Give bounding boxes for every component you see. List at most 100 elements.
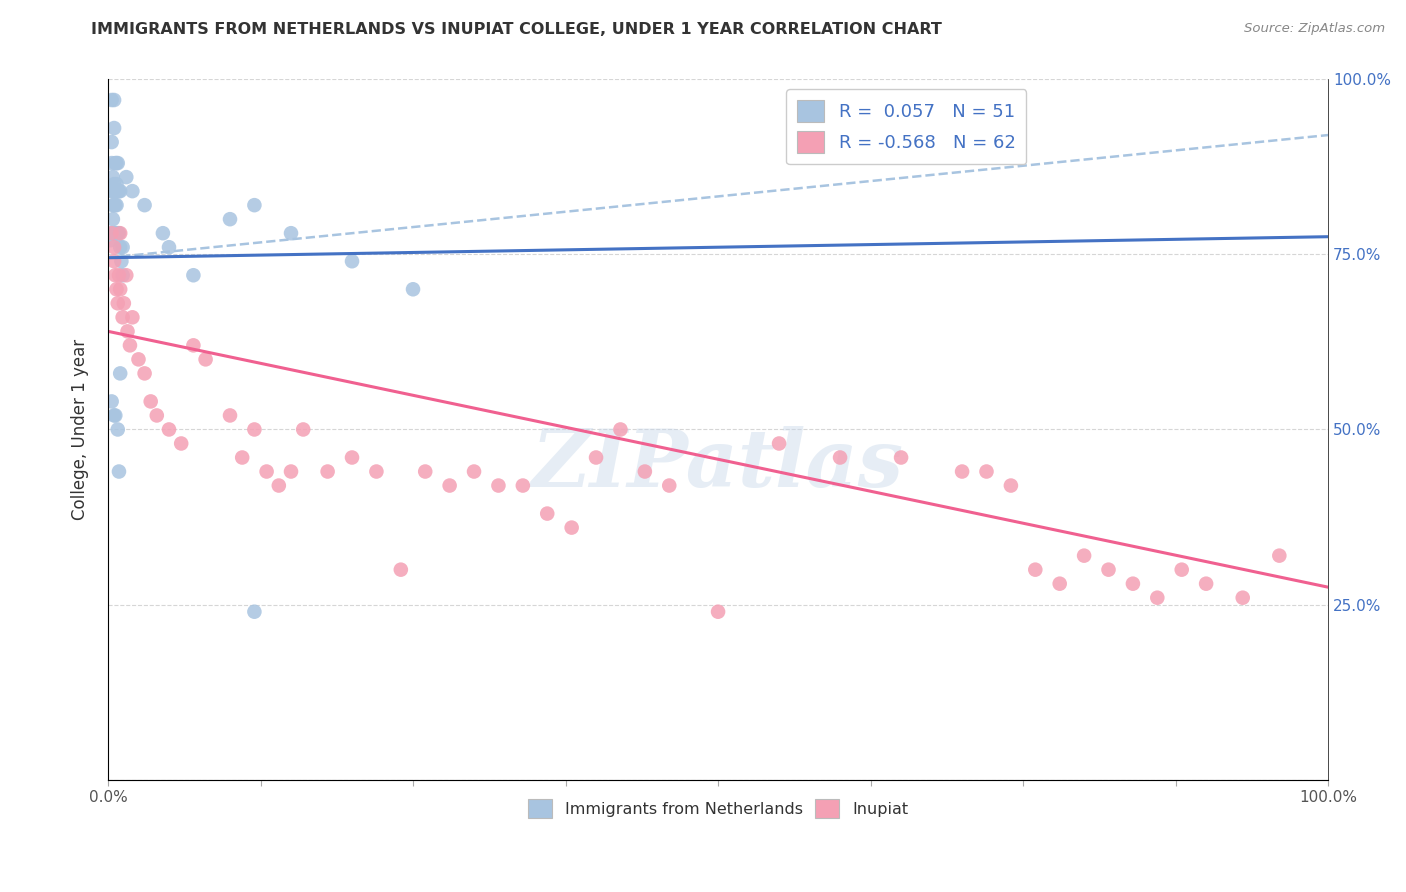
Point — [108, 282, 131, 296]
Point — [1268, 549, 1291, 563]
Point — [107, 184, 129, 198]
Point — [101, 212, 124, 227]
Point — [108, 465, 131, 479]
Point — [100, 226, 122, 240]
Point — [658, 478, 681, 492]
Point — [104, 409, 127, 423]
Point — [111, 240, 134, 254]
Point — [1146, 591, 1168, 605]
Point — [103, 240, 125, 254]
Point — [243, 422, 266, 436]
Point — [103, 121, 125, 136]
Legend: Immigrants from Netherlands, Inupiat: Immigrants from Netherlands, Inupiat — [522, 792, 915, 824]
Point — [280, 465, 302, 479]
Point — [828, 450, 851, 465]
Point — [340, 254, 363, 268]
Point — [108, 226, 131, 240]
Point — [103, 93, 125, 107]
Point — [512, 478, 534, 492]
Point — [536, 507, 558, 521]
Point — [219, 409, 242, 423]
Text: IMMIGRANTS FROM NETHERLANDS VS INUPIAT COLLEGE, UNDER 1 YEAR CORRELATION CHART: IMMIGRANTS FROM NETHERLANDS VS INUPIAT C… — [91, 22, 942, 37]
Point — [152, 226, 174, 240]
Point — [146, 409, 169, 423]
Point — [100, 156, 122, 170]
Point — [1232, 591, 1254, 605]
Point — [1170, 563, 1192, 577]
Point — [139, 394, 162, 409]
Point — [117, 324, 139, 338]
Point — [707, 605, 730, 619]
Point — [170, 436, 193, 450]
Point — [115, 268, 138, 283]
Point — [110, 254, 132, 268]
Point — [256, 465, 278, 479]
Point — [121, 184, 143, 198]
Point — [103, 254, 125, 268]
Point — [157, 240, 180, 254]
Point — [128, 352, 150, 367]
Point — [103, 198, 125, 212]
Point — [243, 605, 266, 619]
Point — [389, 563, 412, 577]
Point — [585, 450, 607, 465]
Point — [105, 198, 128, 212]
Point — [111, 268, 134, 283]
Point — [107, 296, 129, 310]
Point — [100, 394, 122, 409]
Point — [108, 240, 131, 254]
Point — [104, 226, 127, 240]
Point — [121, 310, 143, 325]
Point — [316, 465, 339, 479]
Point — [1195, 576, 1218, 591]
Point — [890, 450, 912, 465]
Point — [103, 177, 125, 191]
Point — [112, 296, 135, 310]
Point — [219, 212, 242, 227]
Text: Source: ZipAtlas.com: Source: ZipAtlas.com — [1244, 22, 1385, 36]
Point — [101, 184, 124, 198]
Point — [340, 450, 363, 465]
Point — [267, 478, 290, 492]
Point — [463, 465, 485, 479]
Point — [104, 184, 127, 198]
Point — [100, 233, 122, 247]
Point — [231, 450, 253, 465]
Point — [134, 198, 156, 212]
Point — [488, 478, 510, 492]
Point — [439, 478, 461, 492]
Point — [111, 310, 134, 325]
Point — [402, 282, 425, 296]
Point — [561, 520, 583, 534]
Point — [280, 226, 302, 240]
Point — [1122, 576, 1144, 591]
Point — [104, 156, 127, 170]
Point — [1097, 563, 1119, 577]
Point — [243, 198, 266, 212]
Point — [118, 338, 141, 352]
Point — [105, 226, 128, 240]
Point — [100, 93, 122, 107]
Point — [108, 184, 131, 198]
Point — [108, 226, 131, 240]
Point — [609, 422, 631, 436]
Point — [105, 282, 128, 296]
Point — [105, 177, 128, 191]
Point — [101, 198, 124, 212]
Point — [183, 268, 205, 283]
Point — [103, 226, 125, 240]
Point — [1073, 549, 1095, 563]
Point — [1000, 478, 1022, 492]
Text: ZIPatlas: ZIPatlas — [531, 425, 904, 503]
Point — [107, 226, 129, 240]
Point — [634, 465, 657, 479]
Point — [950, 465, 973, 479]
Point — [413, 465, 436, 479]
Point — [107, 156, 129, 170]
Point — [292, 422, 315, 436]
Point — [115, 170, 138, 185]
Point — [108, 184, 131, 198]
Point — [366, 465, 388, 479]
Point — [101, 170, 124, 185]
Point — [183, 338, 205, 352]
